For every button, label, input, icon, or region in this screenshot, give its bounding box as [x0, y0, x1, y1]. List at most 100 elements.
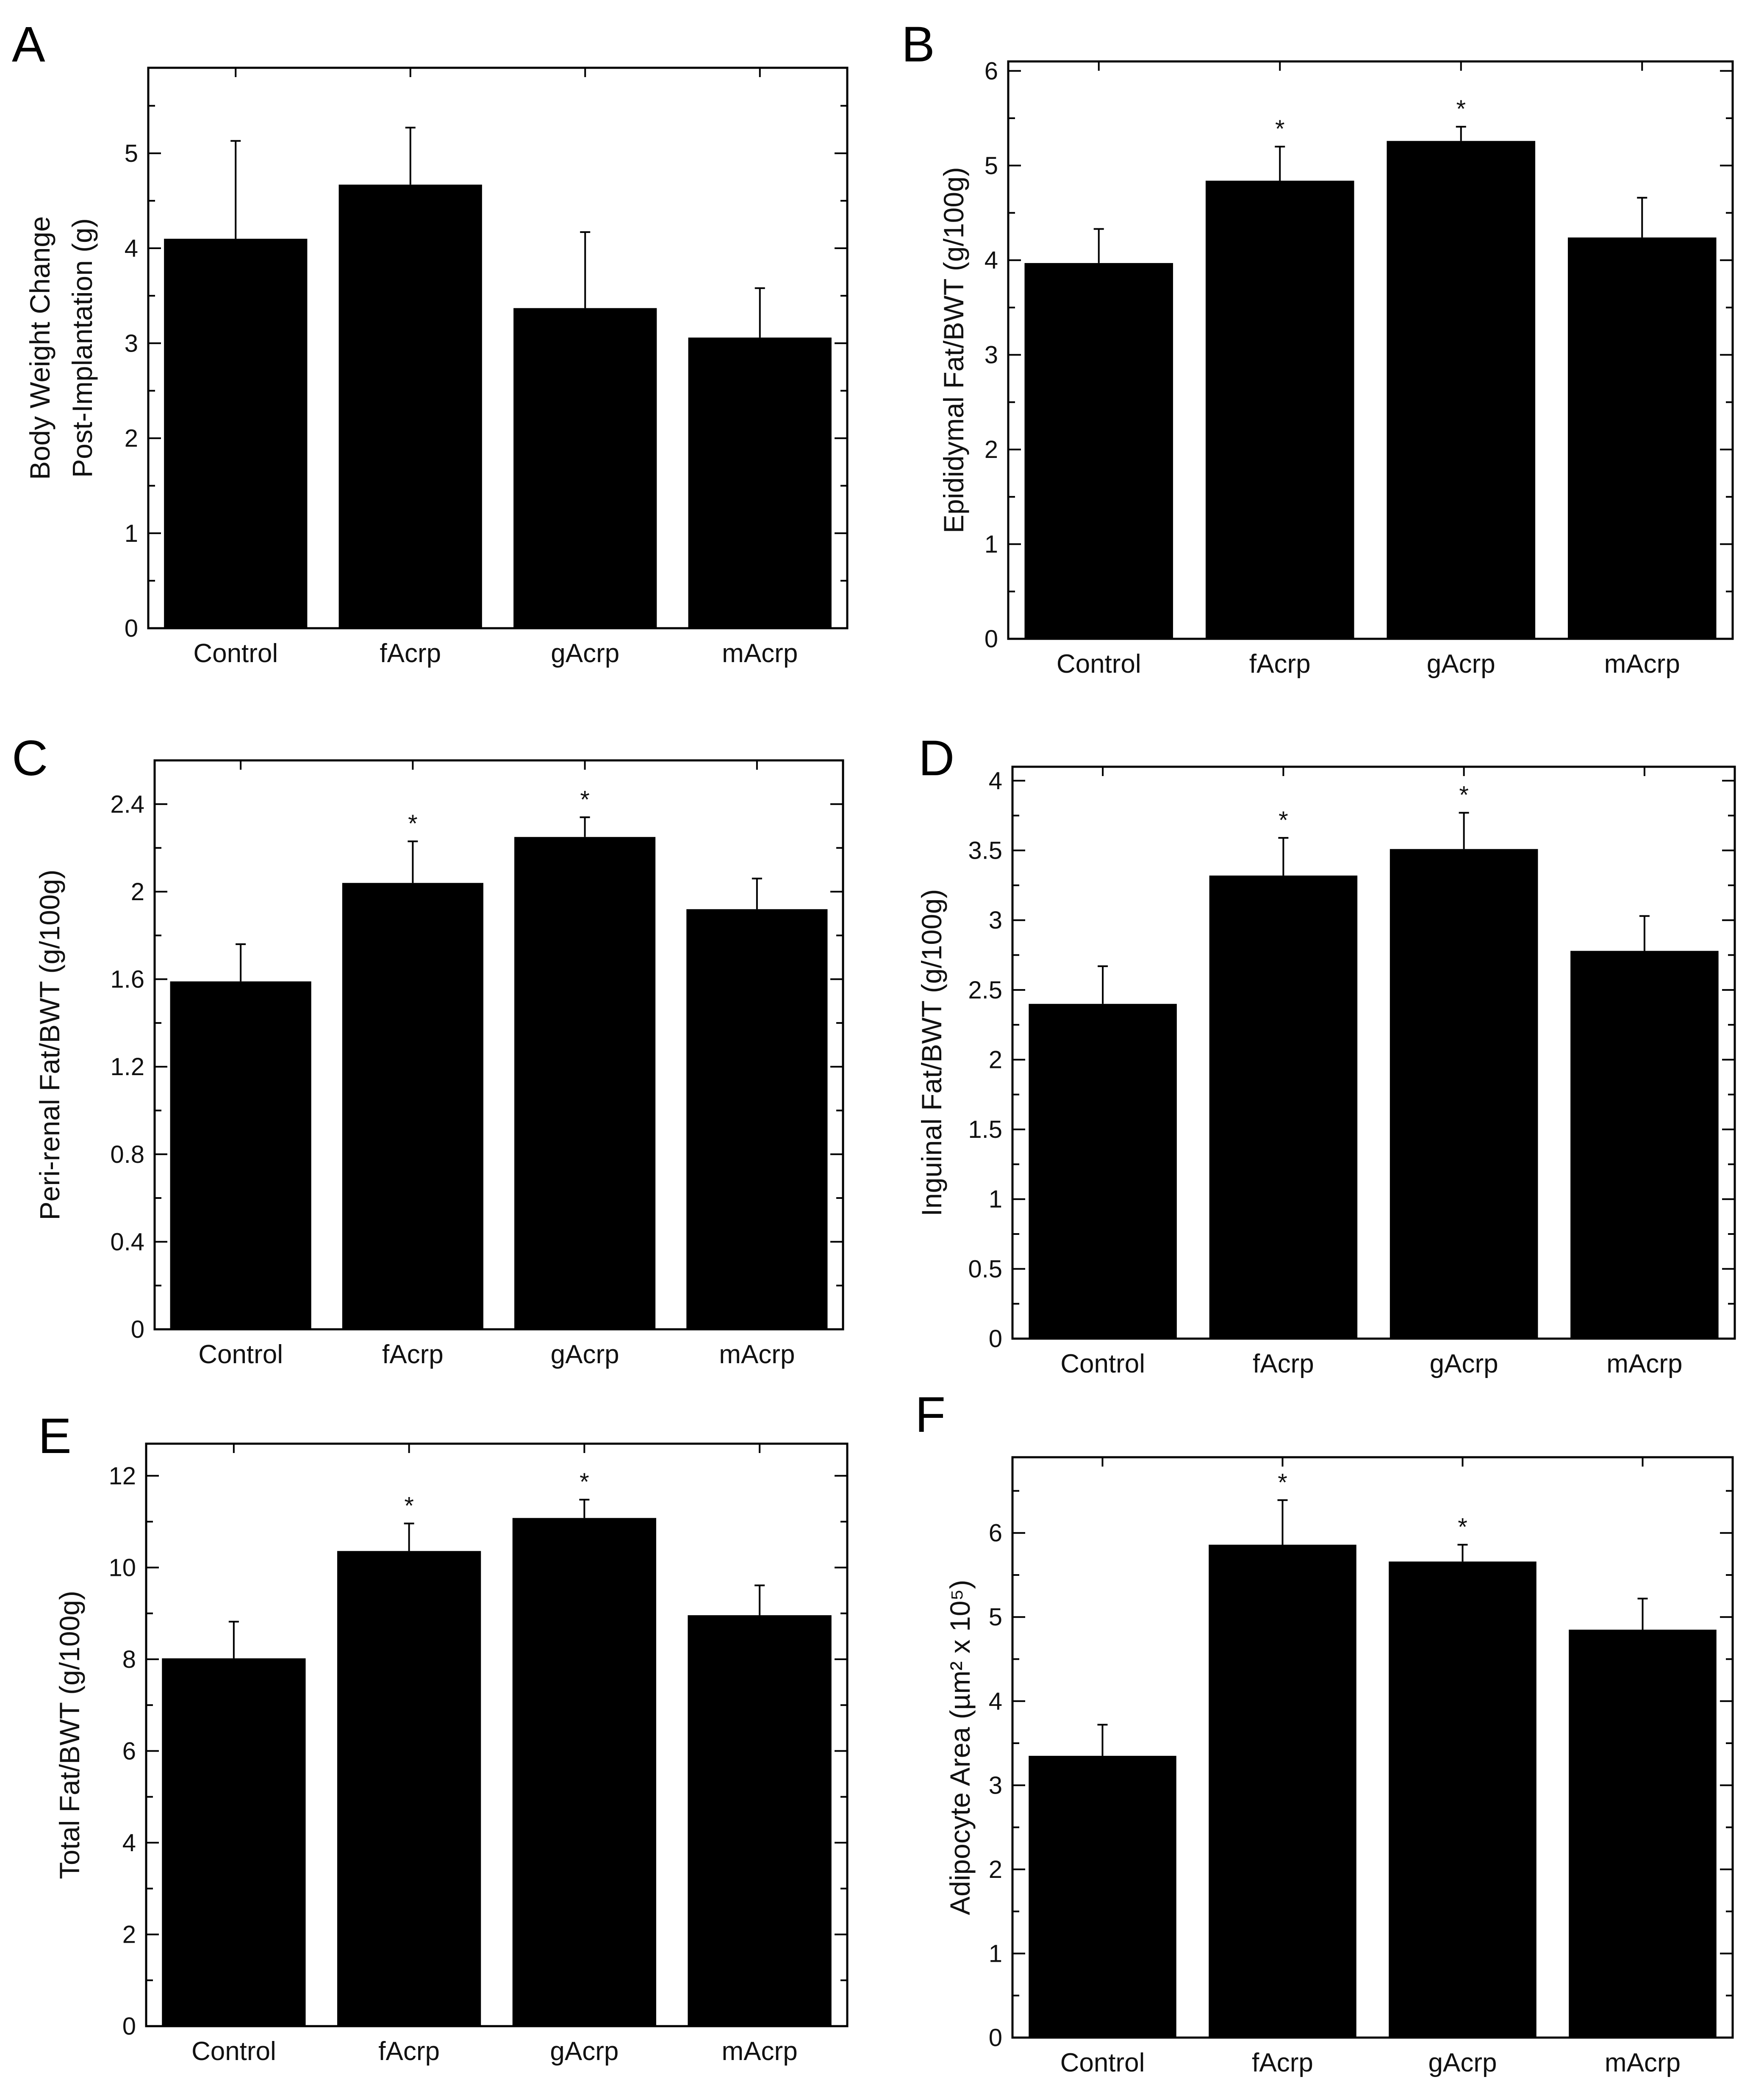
y-axis-label: Adipocyte Area (µm² x 10⁵) — [944, 1580, 976, 1915]
panel-a: A 0 1 2 3 4 5 Control fAcrp gAcrp mAcrp Body Weight… — [12, 17, 849, 668]
x-tick-label-facrp: fAcrp — [380, 639, 441, 668]
plot-frame — [153, 759, 844, 1331]
y-tick-label: 0 — [989, 1325, 1002, 1353]
panel-d: D 0 0.5 1 1.5 2 2.5 3 3.5 4 Control * fAcrp * gAcrp mAc… — [916, 730, 1736, 1378]
y-tick-label: 3 — [989, 907, 1002, 934]
bar-gacrp — [1389, 1561, 1537, 2038]
plot-frame — [1011, 765, 1736, 1340]
y-tick-label: 5 — [985, 152, 998, 180]
y-tick-label: 2 — [125, 425, 138, 452]
panel-f: F 0 1 2 3 4 5 6 Control * fAcrp * gAcrp mAcrp Adipocyt… — [915, 1387, 1734, 2077]
plot-frame — [145, 1442, 849, 2027]
y-tick-label: 0.4 — [110, 1228, 144, 1256]
panel-letter: D — [918, 730, 954, 786]
bar-macrp — [688, 1615, 832, 2026]
bar-facrp — [1209, 1545, 1356, 2038]
bar-control — [1029, 1004, 1177, 1339]
y-tick-label: 2.4 — [110, 790, 144, 818]
x-tick-label-macrp: mAcrp — [1604, 649, 1680, 679]
x-tick-label-facrp: fAcrp — [1253, 1349, 1314, 1378]
bar-control — [1024, 263, 1173, 639]
x-tick-label-gacrp: gAcrp — [1427, 649, 1495, 679]
plot-frame — [1011, 1456, 1734, 2039]
x-tick-label-facrp: fAcrp — [378, 2037, 440, 2066]
y-tick-label: 0 — [985, 625, 998, 653]
y-tick-label: 0.5 — [968, 1255, 1002, 1283]
bar-macrp — [688, 337, 832, 628]
bar-gacrp — [512, 1518, 657, 2026]
bar-control — [1029, 1755, 1176, 2038]
y-tick-label: 2 — [985, 436, 998, 463]
y-tick-label: 1 — [985, 531, 998, 558]
bar-control — [164, 238, 308, 628]
x-tick-label-control: Control — [198, 1340, 283, 1369]
x-tick-label-macrp: mAcrp — [722, 2037, 798, 2066]
bar-control — [162, 1658, 306, 2026]
panel-letter: C — [12, 730, 48, 786]
panel-letter: E — [38, 1408, 72, 1464]
x-tick-label-gacrp: gAcrp — [1430, 1349, 1498, 1378]
bar-gacrp — [1387, 141, 1536, 639]
significance-star: * — [1279, 807, 1288, 834]
panel-letter: F — [915, 1387, 946, 1443]
x-tick-label-facrp: fAcrp — [382, 1340, 444, 1369]
x-tick-label-macrp: mAcrp — [719, 1340, 795, 1369]
y-tick-label: 5 — [125, 140, 138, 167]
significance-star: * — [404, 1492, 414, 1520]
y-tick-label: 1 — [125, 520, 138, 547]
x-tick-label-facrp: fAcrp — [1252, 2048, 1313, 2077]
significance-star: * — [1458, 1513, 1467, 1541]
y-tick-label: 6 — [985, 57, 998, 85]
y-tick-label: 2 — [989, 1046, 1002, 1073]
panel-c: C 0 0.4 0.8 1.2 1.6 2 2.4 Control * fAcrp * gAcrp mAc… — [12, 730, 844, 1369]
bar-facrp — [1209, 875, 1358, 1339]
bar-facrp — [338, 184, 482, 628]
panel-b: B 0 1 2 3 4 5 6 Control * fAcrp * gAcrp mAcrp Epididym… — [901, 17, 1734, 679]
x-tick-label-control: Control — [1060, 1349, 1145, 1378]
y-axis-label: Total Fat/BWT (g/100g) — [54, 1591, 85, 1879]
y-tick-label: 1 — [989, 1186, 1002, 1213]
plot-frame — [1007, 60, 1734, 640]
x-tick-label-gacrp: gAcrp — [550, 2037, 619, 2066]
bar-macrp — [686, 909, 828, 1329]
x-tick-label-control: Control — [193, 639, 278, 668]
y-axis-label: Epididymal Fat/BWT (g/100g) — [938, 167, 969, 533]
y-tick-label: 2 — [122, 1921, 136, 1948]
y-tick-label: 1.5 — [968, 1116, 1002, 1143]
y-tick-label: 2 — [131, 878, 144, 906]
x-tick-label-gacrp: gAcrp — [1428, 2048, 1497, 2077]
y-axis-label: Post-Implantation (g) — [67, 218, 98, 478]
y-tick-label: 6 — [989, 1520, 1002, 1547]
bar-gacrp — [514, 837, 656, 1329]
y-tick-label: 0 — [125, 615, 138, 642]
significance-star: * — [1459, 782, 1469, 809]
bar-gacrp — [513, 308, 657, 628]
bar-macrp — [1567, 237, 1717, 639]
bar-control — [170, 981, 311, 1329]
x-tick-label-gacrp: gAcrp — [551, 639, 619, 668]
x-tick-label-control: Control — [1057, 649, 1141, 679]
significance-star: * — [408, 810, 418, 837]
x-tick-label-macrp: mAcrp — [1606, 1349, 1682, 1378]
significance-star: * — [580, 786, 590, 813]
y-tick-label: 0 — [131, 1316, 144, 1343]
significance-star: * — [1456, 95, 1466, 123]
y-tick-label: 3 — [985, 341, 998, 369]
panel-letter: A — [12, 17, 45, 72]
x-tick-label-macrp: mAcrp — [722, 639, 798, 668]
y-tick-label: 4 — [985, 247, 998, 274]
y-tick-label: 3 — [989, 1772, 1002, 1799]
significance-star: * — [1278, 1469, 1287, 1496]
x-tick-label-facrp: fAcrp — [1249, 649, 1311, 679]
y-axis-label: Body Weight Change — [24, 216, 55, 480]
bar-macrp — [1570, 951, 1719, 1339]
y-tick-label: 10 — [108, 1554, 136, 1581]
y-tick-label: 2.5 — [968, 976, 1002, 1004]
panel-e: E 0 2 4 6 8 10 12 Control * fAcrp * gAcrp mAcrp Total … — [38, 1408, 849, 2066]
bar-facrp — [1205, 180, 1354, 639]
x-tick-label-control: Control — [191, 2037, 276, 2066]
y-tick-label: 3.5 — [968, 837, 1002, 865]
x-tick-label-gacrp: gAcrp — [551, 1340, 619, 1369]
bar-gacrp — [1390, 849, 1538, 1339]
